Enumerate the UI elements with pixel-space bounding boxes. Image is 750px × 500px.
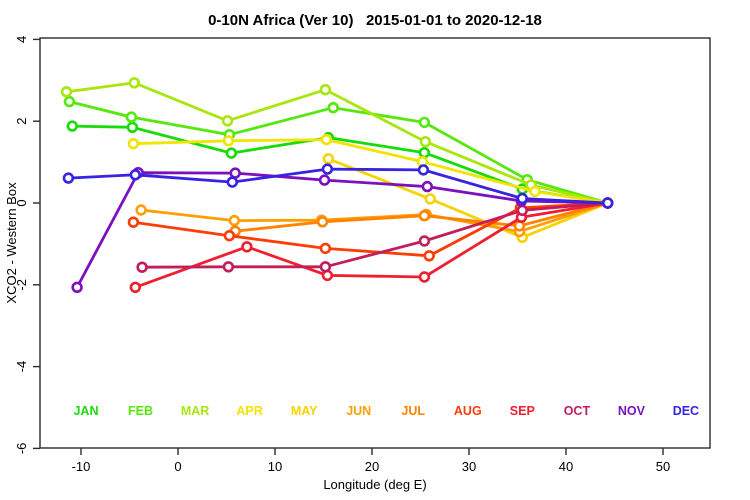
data-point: [223, 230, 236, 242]
series-dec: [62, 163, 614, 209]
data-point: [221, 115, 234, 127]
data-point: [136, 261, 148, 273]
legend-label-mar: MAR: [181, 404, 209, 418]
legend-label-may: MAY: [291, 404, 318, 418]
legend-label-oct: OCT: [564, 404, 591, 418]
data-point: [225, 147, 238, 159]
data-point: [241, 241, 253, 253]
x-tick-label: 50: [656, 459, 670, 474]
data-point: [419, 136, 432, 148]
series-line: [140, 201, 610, 269]
legend-label-jun: JUN: [346, 404, 371, 418]
legend-label-nov: NOV: [618, 404, 646, 418]
data-point: [127, 138, 140, 150]
data-point: [418, 147, 431, 159]
legend-label-dec: DEC: [673, 404, 699, 418]
data-point: [71, 281, 83, 293]
y-tick-label: -6: [14, 443, 29, 455]
x-tick-label: 0: [174, 459, 181, 474]
data-point: [229, 167, 241, 179]
data-point: [322, 153, 335, 165]
data-point: [127, 216, 140, 228]
series-lines: [60, 77, 614, 293]
data-point: [129, 281, 142, 293]
y-tick-label: -4: [14, 361, 29, 373]
data-point: [424, 193, 436, 205]
series-line: [133, 201, 610, 289]
data-point: [417, 164, 430, 176]
data-point: [62, 172, 75, 184]
series-line: [131, 138, 610, 205]
data-point: [135, 204, 147, 216]
series-jul: [229, 197, 614, 237]
legend-label-jan: JAN: [73, 404, 98, 418]
data-point: [126, 121, 139, 134]
month-legend: JAN FEB MAR APR MAY JUN JUL AUG SEP OCT NOV DEC: [73, 404, 699, 418]
y-tick-label: 4: [14, 36, 29, 43]
y-tick-label: -2: [14, 279, 29, 291]
x-tick-label: 20: [365, 459, 379, 474]
data-point: [226, 176, 239, 188]
data-point: [421, 180, 433, 193]
data-point: [418, 235, 431, 247]
data-point: [516, 192, 528, 205]
data-point: [222, 261, 235, 273]
data-point: [319, 83, 332, 96]
plot-border: [39, 37, 711, 449]
data-point: [418, 116, 431, 129]
data-point: [327, 101, 339, 114]
x-tick-label: 40: [559, 459, 573, 474]
data-point: [319, 242, 332, 255]
data-point: [129, 169, 142, 181]
data-point: [228, 214, 241, 227]
series-mar: [60, 77, 614, 209]
data-point: [222, 135, 235, 147]
x-axis-label: Longitude (deg E): [323, 477, 426, 492]
series-sep: [129, 197, 614, 293]
data-point: [60, 86, 73, 98]
data-point: [128, 77, 141, 89]
series-line: [326, 157, 610, 239]
data-point: [516, 204, 528, 217]
data-point: [601, 197, 614, 209]
data-point: [418, 271, 431, 283]
data-point: [320, 133, 333, 146]
data-point: [318, 174, 331, 186]
series-line: [131, 201, 610, 258]
x-tick-label: -10: [72, 459, 91, 474]
legend-label-apr: APR: [236, 404, 262, 418]
data-point: [63, 95, 76, 108]
data-point: [316, 216, 329, 228]
data-point: [529, 185, 541, 198]
legend-label-feb: FEB: [128, 404, 153, 418]
y-tick-label: 2: [14, 118, 29, 125]
data-point: [321, 163, 334, 175]
data-point: [125, 111, 138, 123]
legend-label-sep: SEP: [510, 404, 535, 418]
y-axis-label: XCO2 - Western Box: [4, 182, 19, 304]
data-point: [418, 210, 431, 222]
data-point: [423, 250, 435, 262]
legend-label-aug: AUG: [454, 404, 482, 418]
legend-label-jul: JUL: [401, 404, 425, 418]
chart-title: 0-10N Africa (Ver 10) 2015-01-01 to 2020…: [208, 12, 542, 29]
x-tick-label: 10: [268, 459, 282, 474]
data-point: [319, 261, 332, 273]
x-tick-label: 30: [462, 459, 476, 474]
y-tick-label: 0: [14, 199, 29, 206]
data-point: [66, 120, 79, 132]
